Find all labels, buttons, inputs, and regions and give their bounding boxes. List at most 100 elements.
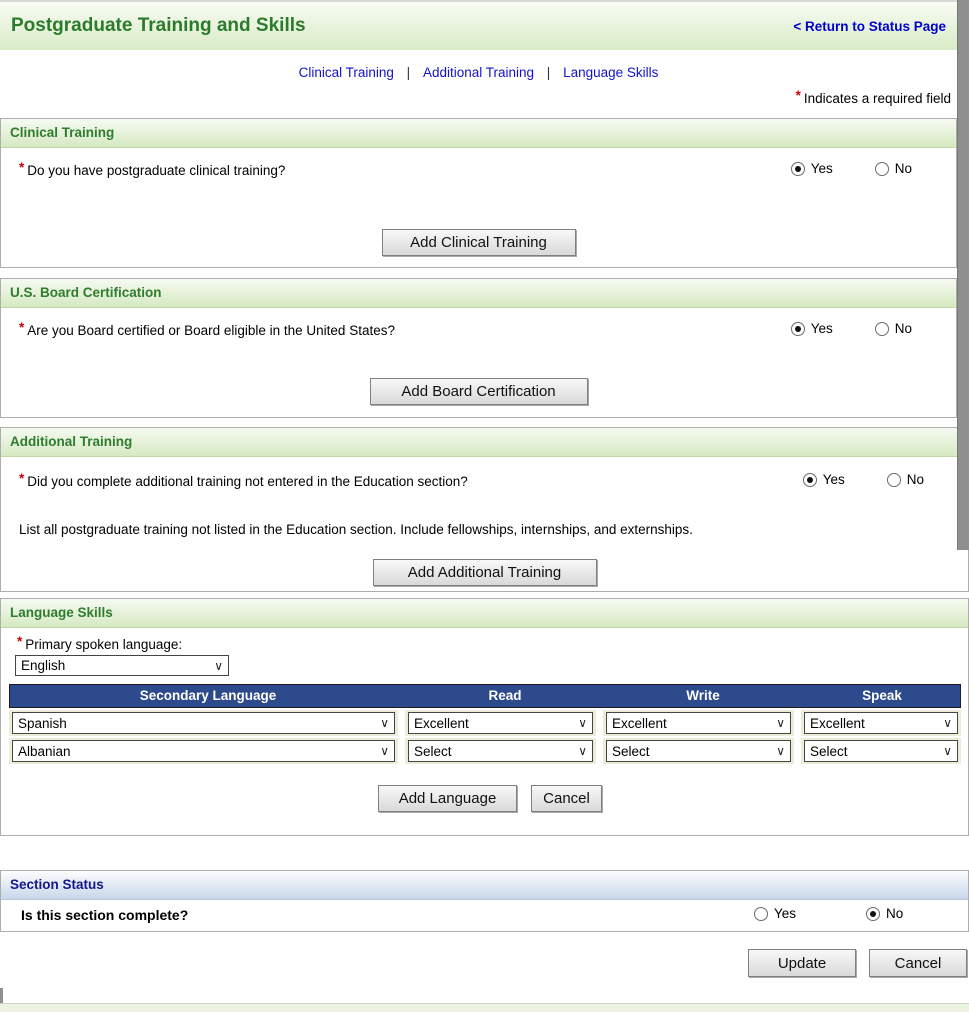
additional-yes-radio[interactable] — [802, 472, 817, 487]
language-table-header: Secondary Language Read Write Speak — [9, 684, 961, 708]
language-table: Secondary Language Read Write Speak Span… — [9, 684, 961, 764]
nav-additional-training[interactable]: Additional Training — [422, 65, 535, 80]
status-no-radio[interactable] — [866, 906, 881, 921]
select-value: Excellent — [810, 715, 865, 731]
nav-separator: | — [406, 65, 411, 80]
status-yes-radio[interactable] — [754, 906, 768, 921]
language-skills-heading: Language Skills — [1, 599, 968, 628]
write-skill-select[interactable]: Excellent ∨ — [606, 712, 791, 734]
clinical-training-section: Clinical Training * Do you have postgradu… — [0, 118, 957, 268]
required-note-text: Indicates a required field — [803, 91, 951, 106]
chevron-down-icon: ∨ — [776, 716, 785, 730]
add-clinical-training-button[interactable]: Add Clinical Training — [381, 229, 576, 256]
clinical-yes-radio[interactable] — [790, 161, 805, 176]
clinical-training-question-row: * Do you have postgraduate clinical train… — [1, 160, 956, 178]
select-value: Excellent — [414, 715, 469, 731]
language-skills-section: Language Skills * Primary spoken language… — [0, 598, 969, 836]
chevron-down-icon: ∨ — [776, 744, 785, 758]
board-certification-question: Are you Board certified or Board eligibl… — [27, 323, 395, 338]
column-secondary-language: Secondary Language — [139, 688, 277, 703]
select-value: Select — [612, 743, 650, 759]
footer-bar — [0, 1003, 969, 1012]
primary-language-value: English — [21, 658, 66, 673]
yes-label: Yes — [810, 161, 833, 176]
primary-language-label-text: Primary spoken language: — [25, 637, 183, 652]
section-status-question: Is this section complete? — [21, 907, 189, 923]
board-certification-question-row: * Are you Board certified or Board eligib… — [1, 320, 956, 338]
column-write: Write — [686, 688, 720, 703]
clinical-training-heading: Clinical Training — [1, 119, 956, 148]
secondary-language-select[interactable]: Albanian ∨ — [12, 740, 395, 762]
yes-label: Yes — [774, 906, 797, 921]
language-row: Spanish ∨ Excellent ∨ Excellent ∨ Excellent… — [9, 710, 961, 736]
primary-language-select[interactable]: English ∨ — [15, 655, 229, 676]
clinical-training-radio-group: Yes No — [790, 161, 912, 176]
add-additional-training-button[interactable]: Add Additional Training — [372, 559, 597, 586]
chevron-down-icon: ∨ — [578, 744, 587, 758]
section-nav: Clinical Training | Additional Training … — [0, 65, 957, 80]
no-label: No — [894, 161, 912, 176]
read-skill-select[interactable]: Select ∨ — [408, 740, 593, 762]
board-certification-radio-group: Yes No — [790, 321, 912, 336]
clinical-no-radio[interactable] — [874, 161, 889, 176]
footer-cancel-button[interactable]: Cancel — [869, 949, 967, 977]
no-label: No — [894, 321, 912, 336]
chevron-down-icon: ∨ — [578, 716, 587, 730]
nav-language-skills[interactable]: Language Skills — [563, 65, 659, 80]
speak-skill-select[interactable]: Select ∨ — [804, 740, 958, 762]
column-speak: Speak — [862, 688, 902, 703]
additional-no-radio[interactable] — [886, 472, 901, 487]
chevron-down-icon: ∨ — [943, 744, 952, 758]
secondary-language-select[interactable]: Spanish ∨ — [12, 712, 395, 734]
required-asterisk: * — [19, 471, 25, 486]
additional-training-radio-group: Yes No — [802, 472, 924, 487]
board-no-radio[interactable] — [874, 321, 889, 336]
chevron-down-icon: ∨ — [380, 716, 389, 730]
add-language-button[interactable]: Add Language — [378, 785, 517, 812]
left-edge-mark — [0, 988, 3, 1003]
language-cancel-button[interactable]: Cancel — [531, 785, 602, 812]
vertical-scrollbar[interactable] — [957, 0, 969, 550]
page-title: Postgraduate Training and Skills — [11, 15, 306, 36]
primary-language-label: * Primary spoken language: — [17, 634, 183, 652]
yes-label: Yes — [822, 472, 845, 487]
language-row: Albanian ∨ Select ∨ Select ∨ Select ∨ — [9, 738, 961, 764]
additional-training-question: Did you complete additional training not… — [27, 474, 468, 489]
speak-skill-select[interactable]: Excellent ∨ — [804, 712, 958, 734]
required-asterisk: * — [17, 634, 23, 649]
section-status-heading: Section Status — [1, 871, 968, 900]
required-asterisk: * — [19, 320, 25, 335]
nav-separator: | — [546, 65, 551, 80]
select-value: Select — [810, 743, 848, 759]
update-button[interactable]: Update — [748, 949, 856, 977]
chevron-down-icon: ∨ — [943, 716, 952, 730]
additional-training-heading: Additional Training — [1, 428, 968, 457]
column-read: Read — [488, 688, 522, 703]
write-skill-select[interactable]: Select ∨ — [606, 740, 791, 762]
section-status-radio-group: Yes No — [754, 906, 903, 921]
no-label: No — [886, 906, 904, 921]
add-board-certification-button[interactable]: Add Board Certification — [369, 378, 588, 405]
required-asterisk: * — [795, 88, 801, 103]
additional-training-question-row: * Did you complete additional training no… — [1, 471, 968, 489]
section-status-panel: Section Status Is this section complete?… — [0, 870, 969, 932]
yes-label: Yes — [810, 321, 833, 336]
additional-training-section: Additional Training * Did you complete ad… — [0, 427, 969, 592]
page-header: Postgraduate Training and Skills < Retur… — [0, 0, 957, 50]
select-value: Spanish — [18, 715, 67, 731]
read-skill-select[interactable]: Excellent ∨ — [408, 712, 593, 734]
no-label: No — [906, 472, 924, 487]
required-asterisk: * — [19, 160, 25, 175]
chevron-down-icon: ∨ — [380, 744, 389, 758]
required-field-note: * Indicates a required field — [795, 88, 951, 106]
board-certification-heading: U.S. Board Certification — [1, 279, 956, 308]
select-value: Albanian — [18, 743, 71, 759]
chevron-down-icon: ∨ — [214, 658, 223, 673]
board-yes-radio[interactable] — [790, 321, 805, 336]
return-to-status-link[interactable]: < Return to Status Page — [793, 18, 946, 34]
additional-training-note: List all postgraduate training not liste… — [19, 522, 693, 537]
clinical-training-question: Do you have postgraduate clinical traini… — [27, 163, 286, 178]
nav-clinical-training[interactable]: Clinical Training — [298, 65, 394, 80]
select-value: Select — [414, 743, 452, 759]
